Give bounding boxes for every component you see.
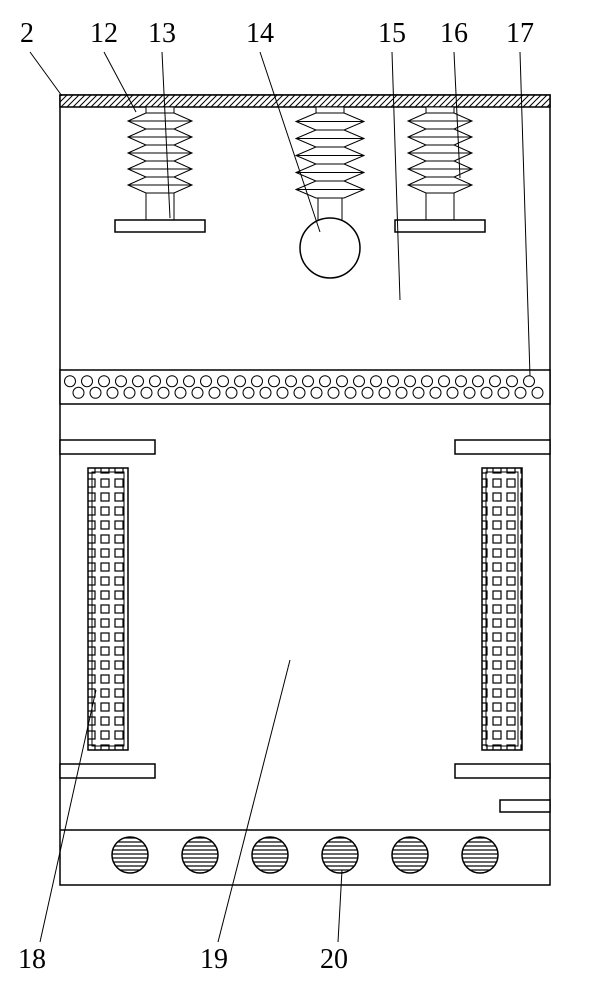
small-block: [500, 800, 550, 812]
base-plate-right: [395, 220, 485, 232]
callout-label: 14: [246, 18, 274, 49]
leader-line: [392, 52, 400, 300]
honeycomb-band: [60, 370, 550, 404]
roller-ball-5: [462, 837, 498, 873]
roller-ball-2: [252, 837, 288, 873]
callout-label: 2: [20, 18, 34, 49]
callout-label: 17: [506, 18, 534, 49]
leader-line: [218, 660, 290, 942]
callout-label: 12: [90, 18, 118, 49]
upper-shelf-left: [60, 440, 155, 454]
lower-shelf-left: [60, 764, 155, 778]
callout-label: 20: [320, 944, 348, 975]
callout-label: 13: [148, 18, 176, 49]
bellows-right: [408, 107, 472, 193]
bellows-center: [296, 107, 364, 198]
pillar-left: [88, 468, 128, 750]
pillar-right: [482, 468, 522, 750]
roller-ball-4: [392, 837, 428, 873]
bellows-left: [128, 107, 192, 193]
roller-balls: [112, 837, 498, 873]
callout-label: 19: [200, 944, 228, 975]
drawing-root: 2 12 13 14 15 16 17 18 19 20: [18, 18, 550, 975]
leader-line: [338, 870, 342, 942]
callout-label: 16: [440, 18, 468, 49]
lower-shelf-right: [455, 764, 550, 778]
leader-line: [30, 52, 62, 96]
roller-ball-1: [182, 837, 218, 873]
roller-ball-3: [322, 837, 358, 873]
roller-ball-0: [112, 837, 148, 873]
leader-line: [40, 690, 96, 942]
top-plate: [60, 95, 550, 107]
base-plate-left: [115, 220, 205, 232]
upper-shelf-right: [455, 440, 550, 454]
callout-label: 18: [18, 944, 46, 975]
ball-weight: [300, 218, 360, 278]
technical-diagram: 2 12 13 14 15 16 17 18 19 20: [0, 0, 596, 1000]
callout-label: 15: [378, 18, 406, 49]
